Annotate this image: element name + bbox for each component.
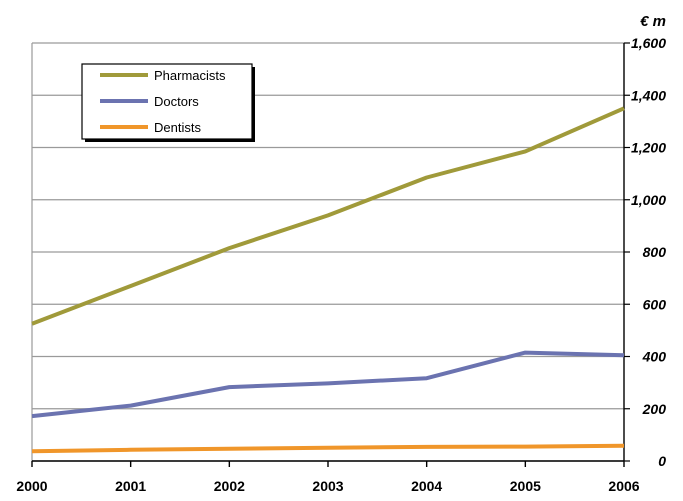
legend-label: Pharmacists bbox=[154, 68, 226, 83]
y-tick-label: 1,600 bbox=[631, 35, 666, 51]
y-tick-label: 1,000 bbox=[631, 192, 666, 208]
y-tick-label: 0 bbox=[658, 453, 666, 469]
axes: 0 200 400 600 800 1,000 1,200 1,400 1,600 2000 200… bbox=[16, 35, 666, 494]
y-tick-label: 800 bbox=[643, 244, 667, 260]
x-tick-label: 2006 bbox=[608, 478, 639, 494]
legend-label: Dentists bbox=[154, 120, 201, 135]
x-tick-label: 2004 bbox=[411, 478, 442, 494]
series-line-pharmacists bbox=[31, 106, 625, 326]
legend: Pharmacists Doctors Dentists bbox=[81, 63, 255, 142]
x-tick-label: 2003 bbox=[312, 478, 343, 494]
y-tick-label: 1,200 bbox=[631, 140, 666, 156]
y-tick-label: 1,400 bbox=[631, 87, 666, 103]
y-tick-label: 400 bbox=[642, 349, 667, 365]
legend-label: Doctors bbox=[154, 94, 199, 109]
x-tick-label: 2002 bbox=[214, 478, 245, 494]
gridlines bbox=[32, 42, 624, 462]
y-tick-label: 600 bbox=[643, 296, 667, 312]
x-tick-label: 2005 bbox=[510, 478, 541, 494]
y-tick-label: 200 bbox=[642, 401, 667, 417]
x-tick-label: 2001 bbox=[115, 478, 146, 494]
series-line-dentists bbox=[31, 443, 625, 454]
y-axis-unit-label: € m bbox=[640, 13, 666, 30]
series-lines bbox=[31, 106, 625, 454]
series-line-doctors bbox=[31, 350, 625, 419]
x-tick-label: 2000 bbox=[16, 478, 47, 494]
